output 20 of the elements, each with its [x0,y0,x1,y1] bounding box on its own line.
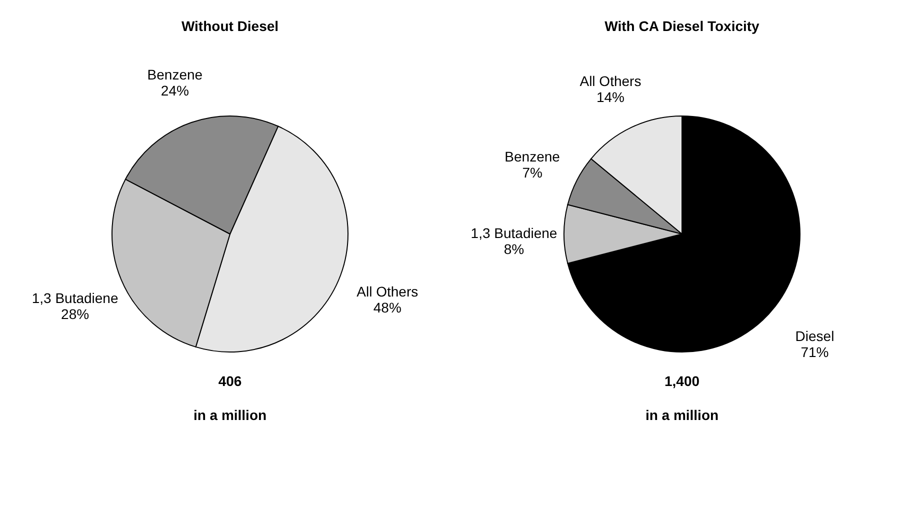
slice-label: 1,3 Butadiene [32,290,118,306]
text: 406 [218,373,242,389]
slice-label: Benzene [504,148,560,165]
data-label: 24% [160,82,189,98]
slice-label: All Others [356,284,418,300]
text: 1,400 [664,373,700,389]
chart-title: With CA Diesel Toxicity [604,18,760,34]
data-label: 7% [522,164,542,181]
data-label: 71% [800,344,829,360]
text: in a million [193,407,267,423]
slice-label: Diesel [795,328,834,344]
slice-label: All Others [580,72,642,89]
data-label: 48% [373,300,402,316]
data-label: 14% [596,88,624,105]
data-label: 28% [61,306,90,322]
data-label: 8% [504,241,524,257]
slice-label: 1,3 Butadiene [470,225,558,241]
text: in a million [645,407,719,423]
slice-label: Benzene [147,66,203,82]
chart-title: Without Diesel [181,18,279,34]
